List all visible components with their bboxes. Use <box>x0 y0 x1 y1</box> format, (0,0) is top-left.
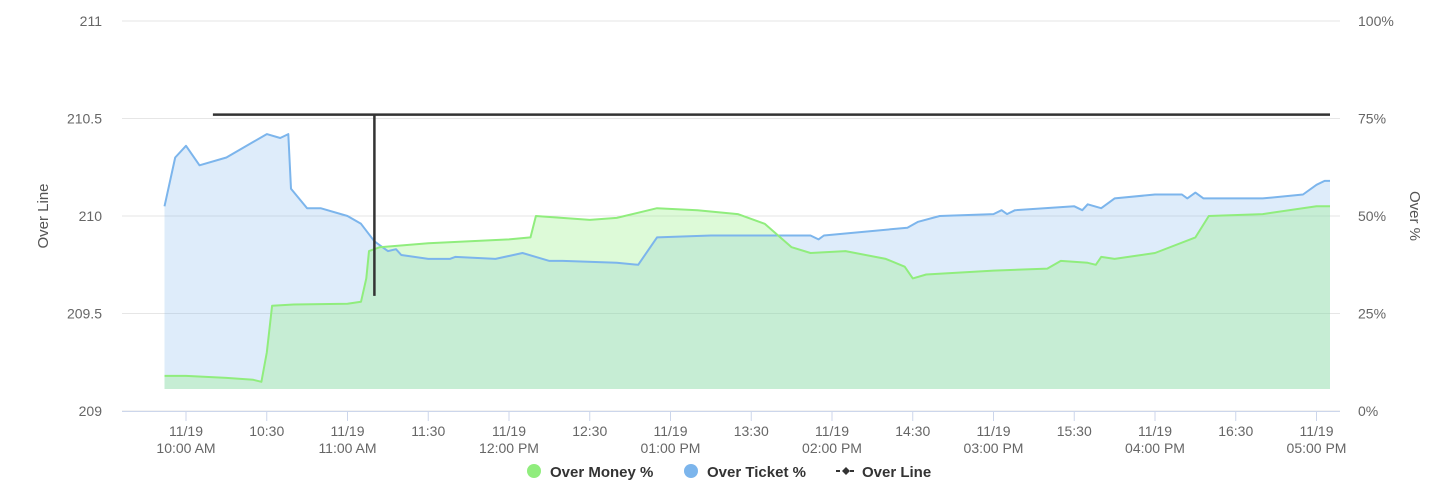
y-axis-left-label: Over Line <box>35 183 52 248</box>
y-right-tick-label: 0% <box>1358 403 1378 419</box>
x-tick-label-line: 11/19 <box>977 423 1011 439</box>
x-tick-label-line: 11/19 <box>654 423 688 439</box>
x-tick-label-line: 03:00 PM <box>964 440 1024 456</box>
y-left-tick-label: 210 <box>79 208 103 224</box>
area-over-money <box>164 206 1330 389</box>
x-tick-label-line: 13:30 <box>734 423 769 439</box>
x-tick-label-line: 11:00 AM <box>318 440 376 456</box>
x-tick-label-line: 10:00 AM <box>156 440 215 456</box>
legend-item-over-ticket[interactable]: Over Ticket % <box>684 464 806 481</box>
x-tick-label-line: 11/19 <box>815 423 849 439</box>
legend-swatch-over-money <box>527 464 541 478</box>
x-tick-label: 11:30 <box>411 423 445 439</box>
y-left-tick-label: 209.5 <box>67 306 102 322</box>
x-tick-label-line: 05:00 PM <box>1287 440 1347 456</box>
line-over-ticket[interactable] <box>163 133 1331 266</box>
axis-layer: 209 0%209.5 25%210 50%210.5 75%211 100%11/19 1… <box>67 13 1394 456</box>
x-tick-label: 11/19 10:00 AM <box>156 423 215 456</box>
x-tick-label: 11/19 03:00 PM <box>964 423 1024 456</box>
y-left-tick-label: 211 <box>80 13 103 29</box>
y-left-tick-label: 210.5 <box>67 111 102 127</box>
legend-swatch-over-ticket <box>684 464 698 478</box>
x-tick-label-line: 11/19 <box>169 423 203 439</box>
x-tick-label-line: 11/19 <box>1300 423 1334 439</box>
y-right-tick-label: 75% <box>1358 111 1386 127</box>
x-tick-label-line: 11/19 <box>1138 423 1172 439</box>
x-tick-label: 11/19 12:00 PM <box>479 423 539 456</box>
x-tick-label-line: 15:30 <box>1057 423 1092 439</box>
x-tick-label-line: 04:00 PM <box>1125 440 1185 456</box>
line-layer <box>163 113 1331 383</box>
x-tick-label: 13:30 <box>734 423 769 439</box>
legend-item-over-money[interactable]: Over Money % <box>527 464 653 481</box>
x-tick-label: 12:30 <box>572 423 607 439</box>
x-tick-label: 11/19 11:00 AM <box>318 423 376 456</box>
x-tick-label: 11/19 02:00 PM <box>802 423 862 456</box>
legend-label-over-money: Over Money % <box>550 464 653 481</box>
y-right-tick-label: 25% <box>1358 306 1386 322</box>
legend[interactable]: Over Money % Over Ticket % Over Line <box>527 464 931 481</box>
x-tick-label: 15:30 <box>1057 423 1092 439</box>
y-left-tick-label: 209 <box>79 403 103 419</box>
x-tick-label-line: 11/19 <box>492 423 526 439</box>
x-tick-label: 16:30 <box>1218 423 1253 439</box>
x-tick-label: 11/19 04:00 PM <box>1125 423 1185 456</box>
x-tick-label-line: 16:30 <box>1218 423 1253 439</box>
x-tick-label-line: 10:30 <box>249 423 284 439</box>
x-tick-label-line: 14:30 <box>895 423 930 439</box>
x-tick-label: 10:30 <box>249 423 284 439</box>
legend-label-over-line: Over Line <box>862 464 931 481</box>
line-over-money[interactable] <box>164 205 1331 383</box>
x-tick-label: 11/19 01:00 PM <box>641 423 701 456</box>
y-right-tick-label: 50% <box>1358 208 1386 224</box>
x-tick-label-line: 02:00 PM <box>802 440 862 456</box>
legend-item-over-line[interactable]: Over Line <box>836 464 931 481</box>
x-tick-label-line: 01:00 PM <box>641 440 701 456</box>
legend-label-over-ticket: Over Ticket % <box>707 464 806 481</box>
area-layer <box>164 134 1330 389</box>
x-tick-label-line: 12:30 <box>572 423 607 439</box>
x-tick-label: 14:30 <box>895 423 930 439</box>
x-tick-label: 11/19 05:00 PM <box>1287 423 1347 456</box>
x-tick-label-line: 12:00 PM <box>479 440 539 456</box>
legend-marker-over-line <box>842 467 850 475</box>
x-tick-label-line: 11/19 <box>331 423 365 439</box>
line-over-line[interactable] <box>212 113 1330 296</box>
y-axis-right-label: Over % <box>1406 191 1423 241</box>
y-right-tick-label: 100% <box>1358 13 1394 29</box>
x-tick-label-line: 11:30 <box>411 423 445 439</box>
area-over-ticket <box>164 134 1330 389</box>
